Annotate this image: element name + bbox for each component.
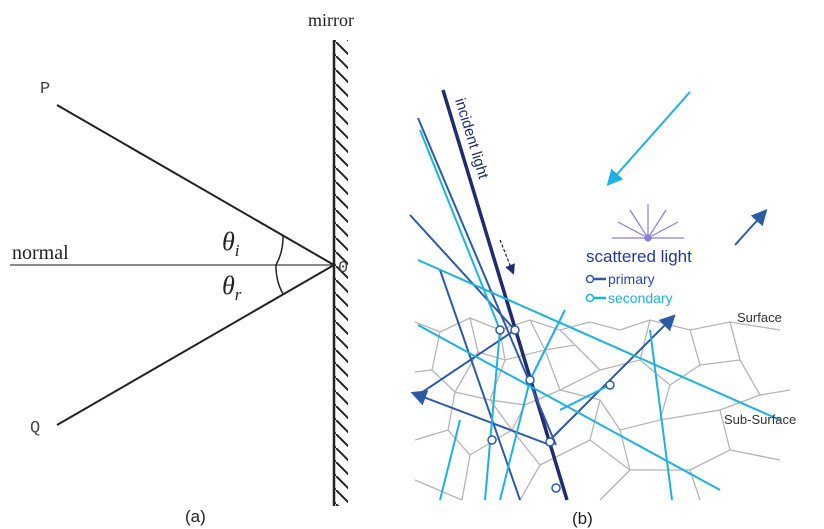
scatter-point bbox=[496, 326, 504, 334]
secondary-ray bbox=[418, 325, 720, 490]
secondary-ray bbox=[500, 380, 530, 500]
primary-ray bbox=[418, 330, 515, 395]
theta-i: θi bbox=[222, 227, 240, 260]
legend-primary: primary bbox=[608, 271, 655, 287]
scatter-point bbox=[526, 376, 534, 384]
grain-network bbox=[415, 318, 790, 500]
scatter-point bbox=[552, 484, 560, 492]
origin-label: 0 bbox=[338, 259, 348, 278]
caption-b: (b) bbox=[572, 509, 593, 528]
point-p: P bbox=[40, 80, 50, 99]
surface-label: Surface bbox=[737, 310, 782, 325]
theta-r: θr bbox=[222, 271, 242, 304]
secondary-ray bbox=[650, 330, 672, 500]
panel-b: incident light scattered light primary s… bbox=[410, 90, 796, 528]
panel-a: mirror P Q normal 0 θi θr (a) bbox=[10, 10, 354, 526]
scatter-point bbox=[488, 436, 496, 444]
legend-secondary: secondary bbox=[608, 290, 673, 306]
legend-secondary-dot bbox=[587, 295, 594, 302]
scatter-point bbox=[606, 381, 614, 389]
mirror-label: mirror bbox=[308, 10, 354, 30]
angle-arc-i bbox=[276, 236, 283, 265]
scatter-icon bbox=[612, 204, 684, 241]
secondary-ray bbox=[612, 92, 690, 180]
normal-label: normal bbox=[12, 242, 69, 264]
primary-ray bbox=[735, 215, 762, 245]
figure: mirror P Q normal 0 θi θr (a) bbox=[0, 0, 824, 529]
secondary-ray bbox=[485, 330, 500, 500]
scatter-points bbox=[488, 326, 614, 492]
angle-arc-r bbox=[276, 265, 283, 294]
scatter-point bbox=[511, 326, 519, 334]
caption-a: (a) bbox=[185, 507, 206, 526]
secondary-ray bbox=[530, 310, 565, 380]
ray-q bbox=[57, 265, 334, 425]
legend-primary-dot bbox=[587, 276, 594, 283]
scatter-point bbox=[546, 438, 554, 446]
secondary-ray bbox=[420, 130, 500, 330]
subsurface-label: Sub-Surface bbox=[724, 412, 796, 427]
ray-p bbox=[57, 105, 334, 265]
incident-pointer bbox=[500, 240, 512, 270]
point-q: Q bbox=[30, 419, 40, 438]
scattered-label: scattered light bbox=[586, 247, 692, 266]
